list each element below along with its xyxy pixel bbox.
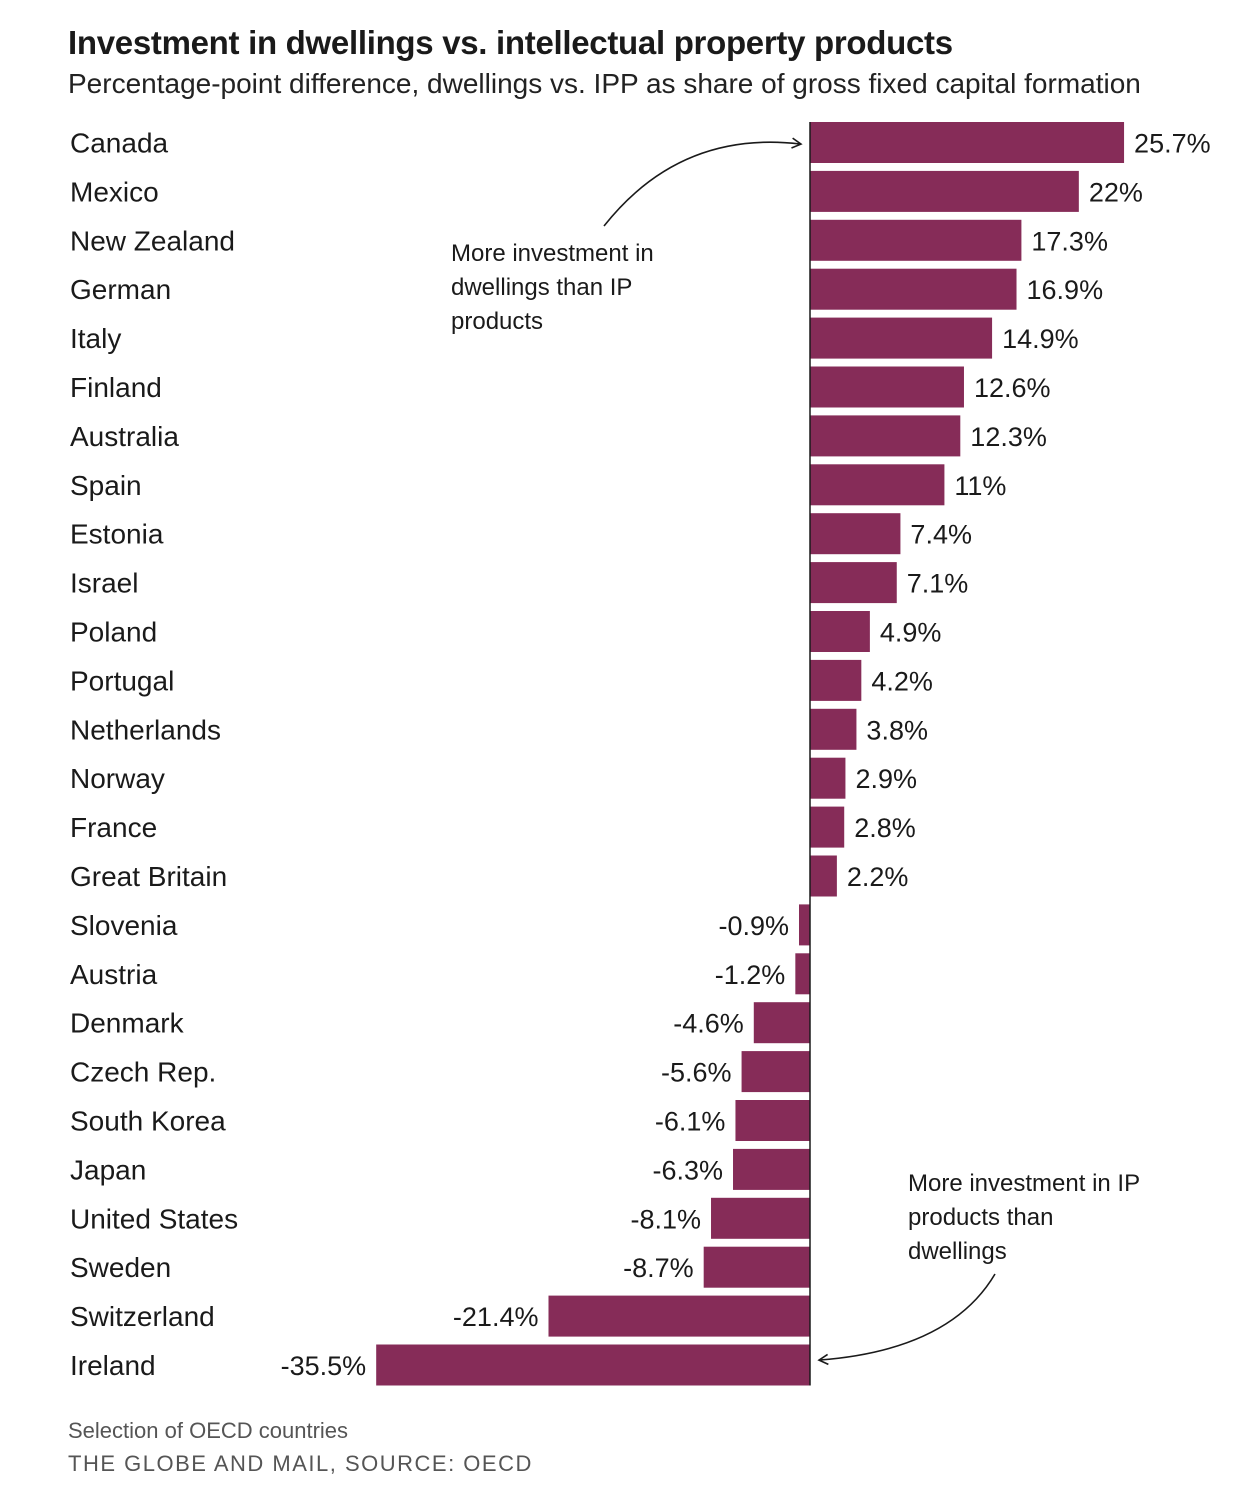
bar xyxy=(741,1051,810,1093)
category-label: New Zealand xyxy=(70,225,235,256)
bar xyxy=(735,1100,810,1141)
source-credit: THE GLOBE AND MAIL, SOURCE: OECD xyxy=(68,1451,533,1476)
data-label: -21.4% xyxy=(453,1302,539,1332)
chart-subtitle: Percentage-point difference, dwellings v… xyxy=(68,68,1141,99)
category-label: Japan xyxy=(70,1154,146,1185)
chart-title: Investment in dwellings vs. intellectual… xyxy=(68,24,953,61)
data-label: -35.5% xyxy=(281,1351,367,1381)
data-label: -4.6% xyxy=(673,1009,744,1039)
bar xyxy=(810,415,961,457)
category-label: Czech Rep. xyxy=(70,1057,216,1088)
category-label: Norway xyxy=(70,763,165,794)
annotation-text-dwellings: products xyxy=(451,308,543,335)
bar xyxy=(810,170,1079,212)
bar xyxy=(810,757,846,799)
annotation-text-dwellings: More investment in xyxy=(451,240,654,267)
category-label: Portugal xyxy=(70,665,174,696)
bar xyxy=(753,1002,810,1044)
bar xyxy=(810,122,1125,163)
category-label: South Korea xyxy=(70,1106,226,1137)
bar xyxy=(810,366,964,408)
data-label: 7.4% xyxy=(910,520,972,550)
bar xyxy=(733,1148,810,1190)
bar xyxy=(810,219,1022,261)
data-label: 14.9% xyxy=(1002,324,1079,354)
annotation-text-ipp: dwellings xyxy=(908,1238,1007,1265)
category-label: Slovenia xyxy=(70,910,178,941)
data-label: -6.3% xyxy=(652,1155,723,1185)
data-label: 12.3% xyxy=(970,422,1047,452)
category-label: Israel xyxy=(70,568,138,599)
category-label: Denmark xyxy=(70,1008,185,1039)
category-label: Netherlands xyxy=(70,714,221,745)
annotation-text-ipp: products than xyxy=(908,1204,1053,1231)
data-label: 2.9% xyxy=(855,764,917,794)
data-label: 25.7% xyxy=(1134,129,1211,159)
bar xyxy=(810,464,945,506)
category-label: Poland xyxy=(70,617,157,648)
annotation-text-dwellings: dwellings than IP xyxy=(451,274,632,301)
data-label: -0.9% xyxy=(718,911,789,941)
data-label: 22% xyxy=(1089,177,1143,207)
data-label: -8.7% xyxy=(623,1253,694,1283)
data-label: 2.2% xyxy=(847,862,909,892)
data-label: 11% xyxy=(954,471,1006,501)
category-label: Canada xyxy=(70,128,169,159)
bar xyxy=(810,611,870,652)
bar xyxy=(810,513,901,555)
bar xyxy=(810,562,897,604)
category-label: Spain xyxy=(70,470,142,501)
bar xyxy=(810,806,845,848)
bar xyxy=(810,317,993,359)
category-label: Ireland xyxy=(70,1350,156,1381)
category-label: Finland xyxy=(70,372,162,403)
bar xyxy=(703,1246,810,1288)
category-label: Switzerland xyxy=(70,1301,215,1332)
data-label: -6.1% xyxy=(655,1107,726,1137)
data-label: -8.1% xyxy=(630,1204,701,1234)
category-label: Sweden xyxy=(70,1252,171,1283)
bar xyxy=(548,1295,810,1337)
footnote: Selection of OECD countries xyxy=(68,1418,349,1443)
category-label: United States xyxy=(70,1203,238,1234)
bar xyxy=(810,708,857,750)
data-label: 2.8% xyxy=(854,813,916,843)
category-label: Estonia xyxy=(70,519,164,550)
category-label: Australia xyxy=(70,421,179,452)
data-label: 4.9% xyxy=(880,618,942,648)
category-label: Austria xyxy=(70,959,158,990)
bar xyxy=(810,268,1017,310)
bar xyxy=(799,904,810,946)
data-label: -1.2% xyxy=(715,960,786,990)
annotation-arrow-ipp xyxy=(817,1273,996,1366)
annotation-arrow-dwellings xyxy=(603,137,803,227)
category-label: France xyxy=(70,812,157,843)
bar xyxy=(810,659,862,701)
category-label: German xyxy=(70,274,171,305)
data-label: 16.9% xyxy=(1027,275,1104,305)
bar xyxy=(376,1344,810,1386)
bar xyxy=(711,1197,810,1239)
category-label: Mexico xyxy=(70,176,159,207)
bar xyxy=(795,953,810,995)
data-label: 4.2% xyxy=(871,666,933,696)
data-label: 17.3% xyxy=(1031,226,1108,256)
data-label: 12.6% xyxy=(974,373,1051,403)
annotation-text-ipp: More investment in IP xyxy=(908,1170,1140,1197)
bar xyxy=(810,855,837,897)
category-label: Great Britain xyxy=(70,861,227,892)
category-label: Italy xyxy=(70,323,121,354)
data-label: 7.1% xyxy=(907,569,969,599)
data-label: 3.8% xyxy=(866,715,928,745)
data-label: -5.6% xyxy=(661,1058,732,1088)
